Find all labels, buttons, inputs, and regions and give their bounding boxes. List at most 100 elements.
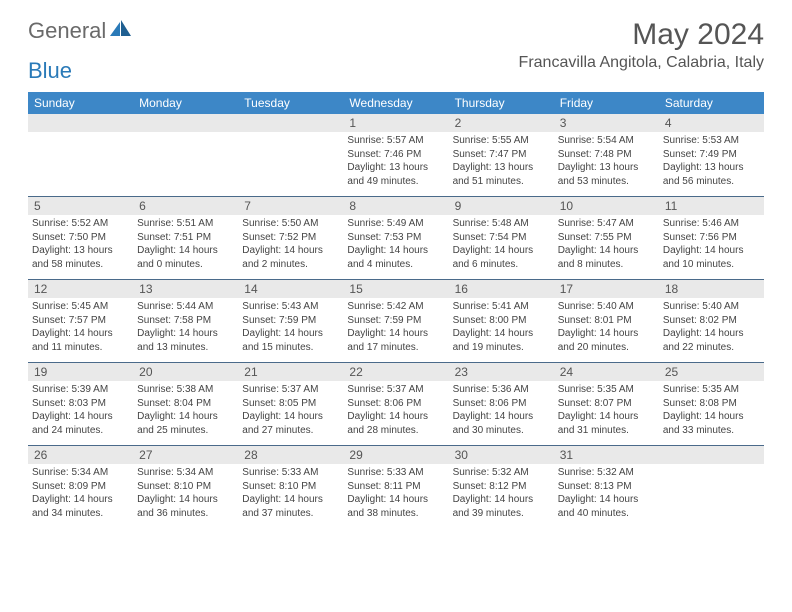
day-number-cell: 27 xyxy=(133,446,238,465)
day-number-cell: 3 xyxy=(554,114,659,132)
month-title: May 2024 xyxy=(519,18,764,52)
day-number-row: 262728293031 xyxy=(28,446,764,465)
day-number-cell: 15 xyxy=(343,280,448,299)
weekday-header: Monday xyxy=(133,92,238,114)
day-info-cell: Sunrise: 5:34 AMSunset: 8:10 PMDaylight:… xyxy=(133,464,238,528)
day-info-cell: Sunrise: 5:48 AMSunset: 7:54 PMDaylight:… xyxy=(449,215,554,280)
daylight-text-2: and 28 minutes. xyxy=(347,424,444,438)
day-number-cell: 1 xyxy=(343,114,448,132)
day-info-cell: Sunrise: 5:55 AMSunset: 7:47 PMDaylight:… xyxy=(449,132,554,197)
daylight-text-2: and 15 minutes. xyxy=(242,341,339,355)
sunset-text: Sunset: 7:50 PM xyxy=(32,231,129,245)
sunrise-text: Sunrise: 5:33 AM xyxy=(242,466,339,480)
day-number-cell xyxy=(238,114,343,132)
sunset-text: Sunset: 7:58 PM xyxy=(137,314,234,328)
title-block: May 2024 Francavilla Angitola, Calabria,… xyxy=(519,18,764,72)
sunset-text: Sunset: 8:11 PM xyxy=(347,480,444,494)
daylight-text-2: and 56 minutes. xyxy=(663,175,760,189)
daylight-text-2: and 19 minutes. xyxy=(453,341,550,355)
sunset-text: Sunset: 8:13 PM xyxy=(558,480,655,494)
day-info-cell: Sunrise: 5:35 AMSunset: 8:08 PMDaylight:… xyxy=(659,381,764,446)
sunrise-text: Sunrise: 5:41 AM xyxy=(453,300,550,314)
daylight-text: Daylight: 14 hours xyxy=(558,327,655,341)
sunset-text: Sunset: 7:57 PM xyxy=(32,314,129,328)
sunset-text: Sunset: 7:49 PM xyxy=(663,148,760,162)
sunrise-text: Sunrise: 5:47 AM xyxy=(558,217,655,231)
daylight-text-2: and 34 minutes. xyxy=(32,507,129,521)
day-info-cell: Sunrise: 5:40 AMSunset: 8:01 PMDaylight:… xyxy=(554,298,659,363)
day-info-cell xyxy=(238,132,343,197)
calendar-table: Sunday Monday Tuesday Wednesday Thursday… xyxy=(28,92,764,528)
day-info-cell xyxy=(133,132,238,197)
daylight-text: Daylight: 13 hours xyxy=(663,161,760,175)
day-number-row: 567891011 xyxy=(28,197,764,216)
weekday-header: Tuesday xyxy=(238,92,343,114)
day-info-cell: Sunrise: 5:40 AMSunset: 8:02 PMDaylight:… xyxy=(659,298,764,363)
day-number-cell: 8 xyxy=(343,197,448,216)
sunset-text: Sunset: 7:47 PM xyxy=(453,148,550,162)
day-info-cell: Sunrise: 5:37 AMSunset: 8:06 PMDaylight:… xyxy=(343,381,448,446)
daylight-text: Daylight: 14 hours xyxy=(453,493,550,507)
location-subtitle: Francavilla Angitola, Calabria, Italy xyxy=(519,54,764,72)
day-number-cell: 23 xyxy=(449,363,554,382)
weekday-header: Saturday xyxy=(659,92,764,114)
calendar-body: 1234Sunrise: 5:57 AMSunset: 7:46 PMDayli… xyxy=(28,114,764,528)
day-number-cell: 11 xyxy=(659,197,764,216)
sunset-text: Sunset: 8:04 PM xyxy=(137,397,234,411)
daylight-text: Daylight: 14 hours xyxy=(137,410,234,424)
daylight-text: Daylight: 14 hours xyxy=(242,410,339,424)
daylight-text: Daylight: 14 hours xyxy=(32,327,129,341)
sunrise-text: Sunrise: 5:35 AM xyxy=(558,383,655,397)
sunrise-text: Sunrise: 5:50 AM xyxy=(242,217,339,231)
brand-logo: General xyxy=(28,18,134,44)
day-info-cell: Sunrise: 5:35 AMSunset: 8:07 PMDaylight:… xyxy=(554,381,659,446)
day-info-cell: Sunrise: 5:54 AMSunset: 7:48 PMDaylight:… xyxy=(554,132,659,197)
day-info-cell: Sunrise: 5:36 AMSunset: 8:06 PMDaylight:… xyxy=(449,381,554,446)
day-number-cell xyxy=(28,114,133,132)
daylight-text-2: and 13 minutes. xyxy=(137,341,234,355)
logo-text-general: General xyxy=(28,18,106,44)
day-info-cell: Sunrise: 5:39 AMSunset: 8:03 PMDaylight:… xyxy=(28,381,133,446)
daylight-text-2: and 53 minutes. xyxy=(558,175,655,189)
daylight-text-2: and 17 minutes. xyxy=(347,341,444,355)
sunset-text: Sunset: 7:53 PM xyxy=(347,231,444,245)
day-info-cell: Sunrise: 5:41 AMSunset: 8:00 PMDaylight:… xyxy=(449,298,554,363)
logo-text-blue: Blue xyxy=(28,58,72,84)
day-number-cell: 28 xyxy=(238,446,343,465)
daylight-text: Daylight: 13 hours xyxy=(347,161,444,175)
day-number-cell: 2 xyxy=(449,114,554,132)
sunset-text: Sunset: 8:12 PM xyxy=(453,480,550,494)
daylight-text-2: and 6 minutes. xyxy=(453,258,550,272)
daylight-text-2: and 31 minutes. xyxy=(558,424,655,438)
sunset-text: Sunset: 7:51 PM xyxy=(137,231,234,245)
day-info-cell: Sunrise: 5:32 AMSunset: 8:12 PMDaylight:… xyxy=(449,464,554,528)
daylight-text-2: and 22 minutes. xyxy=(663,341,760,355)
day-info-cell: Sunrise: 5:57 AMSunset: 7:46 PMDaylight:… xyxy=(343,132,448,197)
calendar-page: General May 2024 Francavilla Angitola, C… xyxy=(0,0,792,538)
daylight-text-2: and 38 minutes. xyxy=(347,507,444,521)
sunrise-text: Sunrise: 5:35 AM xyxy=(663,383,760,397)
daylight-text: Daylight: 14 hours xyxy=(347,244,444,258)
daylight-text: Daylight: 14 hours xyxy=(347,410,444,424)
day-info-cell: Sunrise: 5:33 AMSunset: 8:10 PMDaylight:… xyxy=(238,464,343,528)
sunset-text: Sunset: 7:46 PM xyxy=(347,148,444,162)
sunset-text: Sunset: 7:52 PM xyxy=(242,231,339,245)
day-number-row: 19202122232425 xyxy=(28,363,764,382)
weekday-header-row: Sunday Monday Tuesday Wednesday Thursday… xyxy=(28,92,764,114)
daylight-text: Daylight: 13 hours xyxy=(32,244,129,258)
sunrise-text: Sunrise: 5:32 AM xyxy=(558,466,655,480)
day-number-cell: 12 xyxy=(28,280,133,299)
daylight-text-2: and 2 minutes. xyxy=(242,258,339,272)
daylight-text-2: and 58 minutes. xyxy=(32,258,129,272)
sunrise-text: Sunrise: 5:53 AM xyxy=(663,134,760,148)
day-number-cell: 5 xyxy=(28,197,133,216)
daylight-text-2: and 40 minutes. xyxy=(558,507,655,521)
day-info-row: Sunrise: 5:39 AMSunset: 8:03 PMDaylight:… xyxy=(28,381,764,446)
sunrise-text: Sunrise: 5:36 AM xyxy=(453,383,550,397)
daylight-text: Daylight: 14 hours xyxy=(242,327,339,341)
sunset-text: Sunset: 7:59 PM xyxy=(242,314,339,328)
daylight-text: Daylight: 14 hours xyxy=(137,244,234,258)
day-info-cell: Sunrise: 5:45 AMSunset: 7:57 PMDaylight:… xyxy=(28,298,133,363)
day-info-row: Sunrise: 5:52 AMSunset: 7:50 PMDaylight:… xyxy=(28,215,764,280)
sunset-text: Sunset: 7:48 PM xyxy=(558,148,655,162)
